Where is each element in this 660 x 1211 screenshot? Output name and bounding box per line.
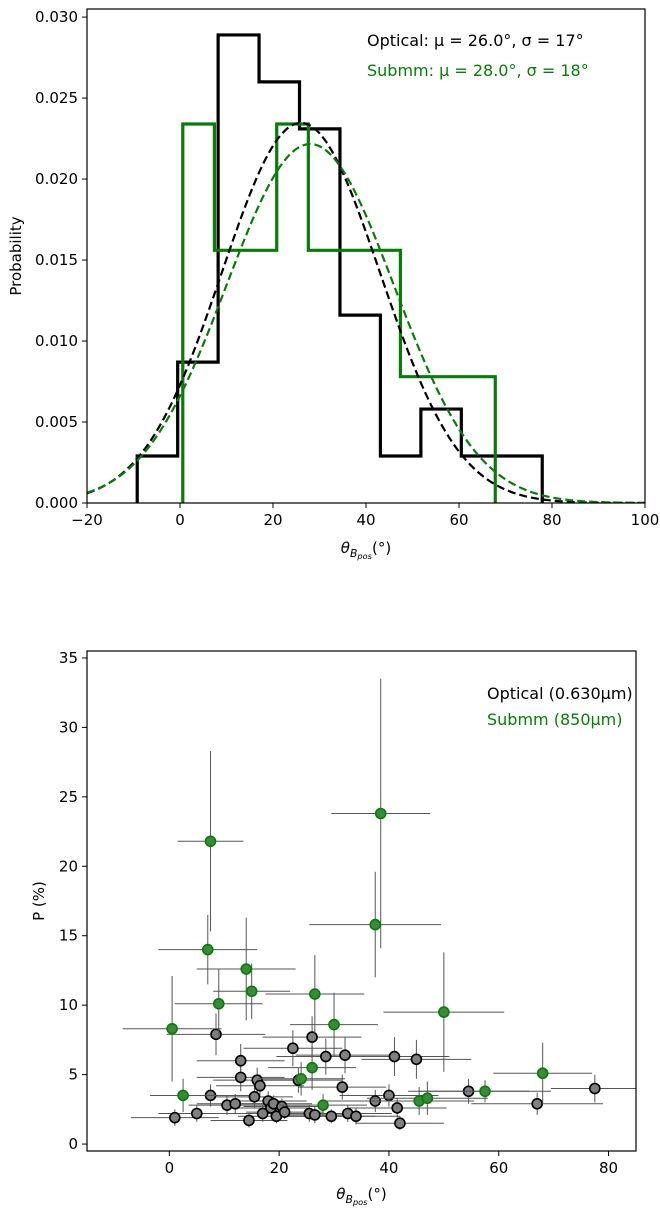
y-tick-label: 0.015 [35,251,78,269]
submm-data-point [374,807,387,820]
x-axis-label-sub1: B [350,547,357,560]
x-axis-label: θBpos(°) [336,1185,386,1207]
submm-data-point [438,1006,450,1018]
y-tick-label: 0 [68,1135,78,1153]
plot-frame [86,8,646,504]
optical-data-point [589,1082,601,1095]
x-tick-label: 40 [356,511,375,529]
optical-data-point [210,1028,222,1041]
x-axis-label-unit: (°) [367,1185,386,1203]
y-tick-label: 30 [59,718,78,736]
optical-histogram [135,33,544,503]
x-tick-label: 80 [542,511,561,529]
optical-data-point [229,1097,242,1110]
probability-histogram-panel: −20 0 20 40 60 80 100 0.000 0.005 0.010 0.015 0.020… [7,8,659,561]
optical-data-point [254,1079,266,1092]
optical-data-point [256,1107,269,1120]
x-axis-label-sub2: pos [356,551,372,561]
y-tick-label: 20 [59,857,78,875]
x-axis-label-symbol: θ [341,539,350,557]
x-axis-label-sub1: B [345,1193,352,1206]
y-tick-label: 25 [59,788,78,806]
optical-data-point [309,1109,321,1121]
submm-data-point [240,963,253,975]
submm-data-point [295,1072,307,1085]
x-axis-label-symbol: θ [336,1185,345,1203]
legend-submm: Submm (850μm) [487,710,623,729]
submm-data-point [212,997,225,1010]
y-axis-label: Probability [7,216,25,295]
submm-data-point [369,918,382,931]
y-tick-label: 0.010 [35,332,78,350]
submm-data-point [479,1085,491,1098]
optical-fit-annotation: Optical: μ = 26.0°, σ = 17° [367,31,584,50]
x-tick-label: −20 [71,511,103,529]
x-tick-label: 100 [631,511,660,529]
submm-data-point [306,1061,318,1074]
x-tick-label: 80 [599,1159,618,1177]
optical-data-point [243,1114,255,1127]
optical-data-point [339,1049,351,1061]
y-axis-label: P (%) [30,881,48,921]
submm-data-point [166,1022,178,1035]
y-tick-label: 0.020 [35,170,78,188]
submm-data-point [204,835,217,848]
optical-data-point [234,1071,247,1084]
optical-data-point [320,1050,332,1063]
submm-data-point [317,1099,329,1111]
y-tick-label: 10 [59,996,78,1014]
submm-fit-annotation: Submm: μ = 28.0°, σ = 18° [367,61,589,80]
submm-gaussian-fit [87,142,645,503]
optical-data-point [531,1097,543,1110]
x-axis-label: θBpos(°) [341,539,391,561]
x-tick-label: 60 [449,511,468,529]
optical-data-point [306,1031,318,1043]
optical-data-point [394,1117,406,1130]
optical-series [130,1013,636,1131]
y-tick-label: 5 [68,1066,78,1084]
y-tick-label: 0.000 [35,494,78,512]
y-tick-label: 0.025 [35,89,78,107]
x-axis-label-unit: (°) [372,539,391,557]
y-tick-label: 0.030 [35,8,78,26]
y-tick-label: 0.005 [35,413,78,431]
y-tick-label: 35 [59,649,78,667]
x-tick-label: 40 [379,1159,398,1177]
scatter-plot-area [122,678,636,1131]
optical-gaussian-fit [87,121,645,503]
plot-frame [86,650,637,1152]
submm-data-point [309,988,321,1000]
x-tick-label: 60 [489,1159,508,1177]
legend-optical: Optical (0.630μm) [487,684,633,703]
polarization-scatter-panel: 0 20 40 60 80 0 5 10 15 20 25 30 35 P (%) θBpos(°) Opti… [30,649,637,1207]
x-tick-label: 20 [263,511,282,529]
submm-series [122,678,593,1117]
x-tick-label: 0 [175,511,185,529]
optical-data-point [410,1053,423,1066]
submm-data-point [536,1067,549,1080]
optical-data-point [169,1111,181,1124]
submm-data-point [328,1018,340,1031]
optical-data-point [336,1081,349,1093]
optical-data-point [234,1054,247,1067]
x-axis-label-sub2: pos [352,1197,368,1207]
y-tick-label: 15 [59,927,78,945]
submm-data-point [421,1092,434,1105]
optical-data-point [278,1106,291,1118]
optical-data-point [325,1110,338,1123]
optical-data-point [383,1089,395,1102]
optical-data-point [191,1107,203,1120]
submm-data-point [177,1089,189,1102]
optical-data-point [248,1091,261,1103]
x-tick-label: 20 [270,1159,289,1177]
submm-data-point [201,943,214,956]
x-tick-label: 0 [165,1159,175,1177]
optical-data-point [287,1042,299,1055]
histogram-plot-area [87,33,645,503]
optical-data-point [391,1102,403,1114]
optical-data-point [388,1050,401,1063]
submm-data-point [245,985,258,998]
optical-data-point [350,1110,362,1123]
